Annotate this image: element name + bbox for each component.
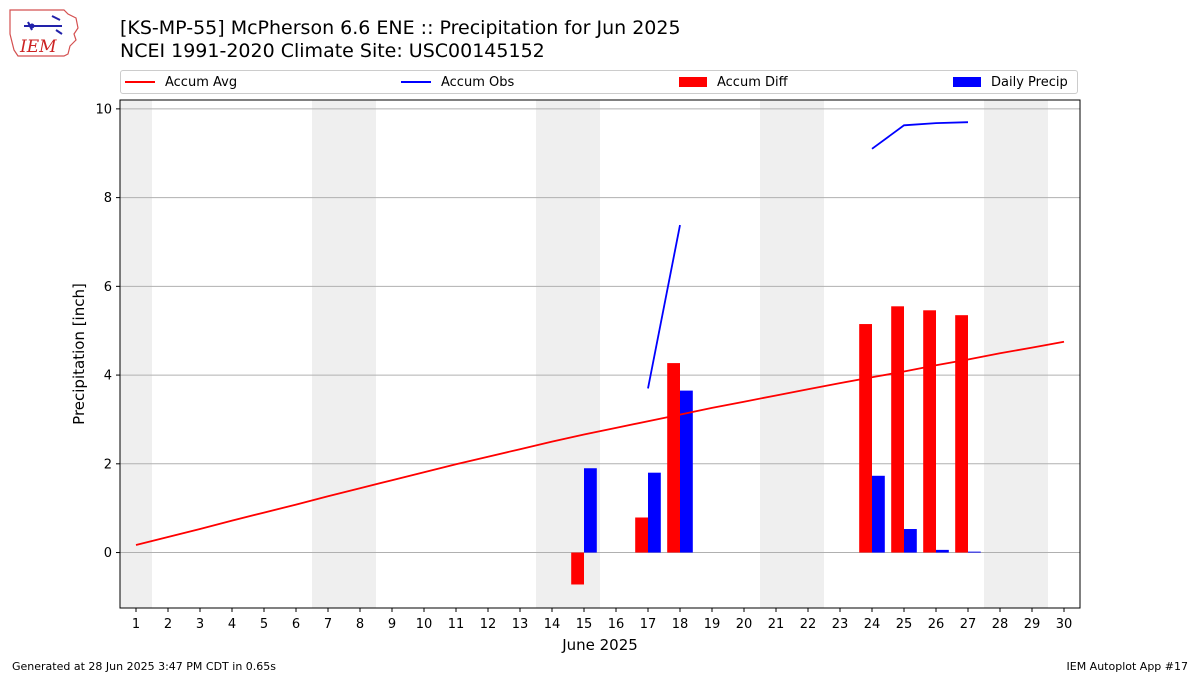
legend-swatch-accum-diff [679, 77, 707, 87]
legend-swatch-daily-precip [953, 77, 981, 87]
x-tick-label-13: 13 [512, 617, 529, 632]
x-tick-label-27: 27 [960, 617, 977, 632]
x-tick-label-22: 22 [800, 617, 817, 632]
x-tick-label-26: 26 [928, 617, 945, 632]
x-tick-label-11: 11 [448, 617, 465, 632]
x-tick-label-25: 25 [896, 617, 913, 632]
legend-label-accum-obs: Accum Obs [441, 74, 515, 90]
y-tick-label-6: 6 [104, 280, 112, 295]
x-tick-label-6: 6 [292, 617, 300, 632]
y-tick-label-0: 0 [104, 546, 112, 561]
footer-generated: Generated at 28 Jun 2025 3:47 PM CDT in … [12, 660, 277, 673]
legend: Accum Avg Accum Obs Accum Diff Daily Pre… [120, 70, 1078, 94]
x-tick-label-1: 1 [132, 617, 140, 632]
x-tick-label-30: 30 [1056, 617, 1073, 632]
weekend-shade-22 [792, 100, 824, 608]
x-tick-label-23: 23 [832, 617, 849, 632]
weekend-shade-1 [120, 100, 152, 608]
x-tick-label-28: 28 [992, 617, 1009, 632]
legend-swatch-accum-avg [125, 81, 155, 83]
daily-bar-18 [680, 390, 693, 553]
weekend-shade-7 [312, 100, 344, 608]
x-tick-label-4: 4 [228, 617, 236, 632]
weekend-shade-14 [536, 100, 568, 608]
legend-item-accum-obs: Accum Obs [401, 71, 514, 93]
x-tick-label-20: 20 [736, 617, 753, 632]
daily-bar-15 [584, 468, 597, 553]
x-tick-label-15: 15 [576, 617, 593, 632]
diff-bar-18 [667, 363, 680, 553]
y-tick-label-10: 10 [95, 102, 112, 117]
daily-bar-26 [936, 549, 949, 553]
iowa-state-outline [9, 9, 79, 57]
plot-frame [119, 99, 1081, 609]
sensor-icon [29, 23, 35, 29]
x-tick-label-9: 9 [388, 617, 396, 632]
x-axis-label: June 2025 [561, 636, 638, 654]
x-tick-label-12: 12 [480, 617, 497, 632]
x-tick-label-8: 8 [356, 617, 364, 632]
legend-label-accum-diff: Accum Diff [717, 74, 788, 90]
y-tick-label-2: 2 [104, 457, 112, 472]
diff-bar-15 [571, 552, 584, 585]
iem-logo: IEM [9, 9, 79, 57]
accum-obs-line-segment-2 [871, 121, 969, 150]
x-tick-label-18: 18 [672, 617, 689, 632]
weekend-shade-21 [760, 100, 792, 608]
x-tick-label-7: 7 [324, 617, 332, 632]
x-tick-label-10: 10 [416, 617, 433, 632]
x-tick-label-16: 16 [608, 617, 625, 632]
x-tick-label-14: 14 [544, 617, 561, 632]
accum-avg-line-segment-1 [135, 340, 1065, 546]
legend-label-daily-precip: Daily Precip [991, 74, 1068, 90]
diff-bar-26 [923, 310, 936, 553]
weekend-shade-29 [1016, 100, 1048, 608]
legend-label-accum-avg: Accum Avg [165, 74, 238, 90]
x-tick-label-17: 17 [640, 617, 657, 632]
daily-bar-17 [648, 472, 661, 553]
y-axis-label: Precipitation [inch] [70, 283, 88, 425]
legend-swatch-accum-obs [401, 81, 431, 83]
chart-title: [KS-MP-55] McPherson 6.6 ENE :: Precipit… [120, 17, 681, 39]
logo-text: IEM [19, 37, 57, 57]
x-tick-label-19: 19 [704, 617, 721, 632]
diff-bar-24 [859, 324, 872, 553]
x-tick-label-5: 5 [260, 617, 268, 632]
daily-bar-27 [968, 551, 981, 553]
legend-item-accum-avg: Accum Avg [125, 71, 237, 93]
x-tick-label-21: 21 [768, 617, 785, 632]
chart-subtitle: NCEI 1991-2020 Climate Site: USC00145152 [120, 40, 545, 62]
weekend-shade-8 [344, 100, 376, 608]
diff-bar-25 [891, 306, 904, 553]
accum-obs-line-segment-1 [647, 224, 681, 389]
diff-bar-27 [955, 315, 968, 553]
diff-bar-17 [635, 517, 648, 553]
x-tick-label-29: 29 [1024, 617, 1041, 632]
x-tick-label-3: 3 [196, 617, 204, 632]
x-tick-label-2: 2 [164, 617, 172, 632]
y-tick-label-4: 4 [104, 369, 112, 384]
y-tick-label-8: 8 [104, 191, 112, 206]
legend-item-daily-precip: Daily Precip [953, 71, 1068, 93]
daily-bar-25 [904, 529, 917, 553]
legend-item-accum-diff: Accum Diff [679, 71, 788, 93]
x-tick-label-24: 24 [864, 617, 881, 632]
footer-app: IEM Autoplot App #17 [1066, 660, 1189, 673]
daily-bar-24 [872, 475, 885, 553]
